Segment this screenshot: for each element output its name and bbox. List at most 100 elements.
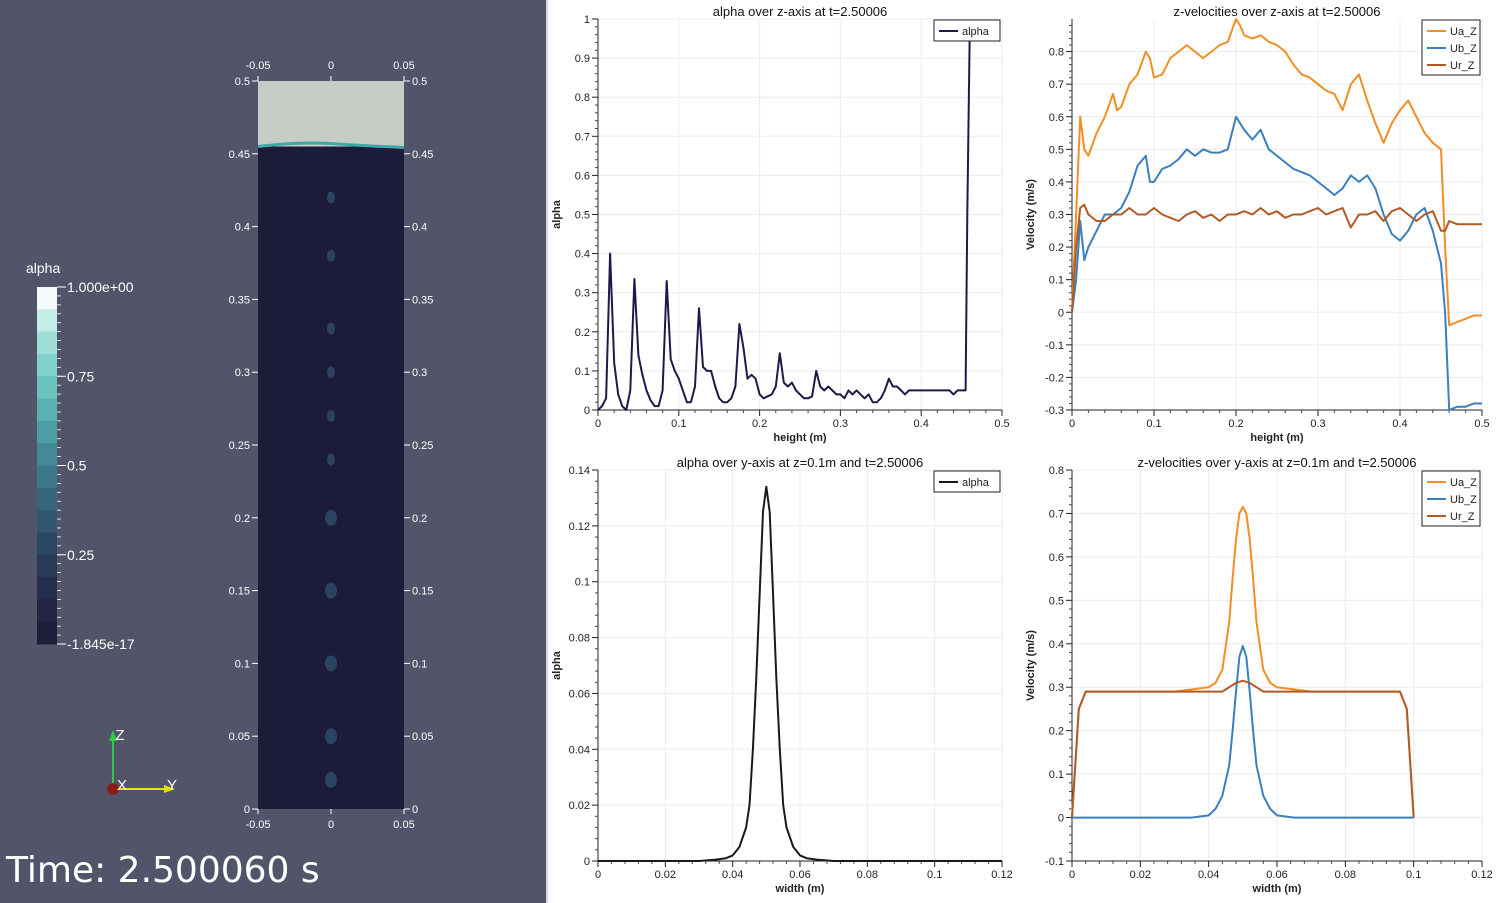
height-tick-label-right: 0.35: [412, 294, 433, 306]
legend-label: Ub_Z: [1450, 494, 1477, 506]
colorbar-segment: [37, 532, 57, 556]
y-axis-label: Velocity (m/s): [1025, 630, 1037, 701]
x-tick-label: 0.1: [1406, 869, 1421, 881]
x-tick-label: 0.1: [927, 869, 942, 881]
height-tick-label-right: 0.15: [412, 586, 433, 598]
colorbar-segment: [37, 465, 57, 489]
colorbar-segment: [37, 554, 57, 578]
triad-z-label: Z: [115, 727, 124, 744]
render-view[interactable]: -0.05 0 0.05 -0.05 0 0.05 0 0 0.05 0.05 0.1 0.1 0.15…: [0, 0, 546, 903]
colorbar-segment: [37, 599, 57, 623]
bubble-mark: [327, 322, 335, 335]
colorbar-segment: [37, 376, 57, 400]
triad-y-label: Y: [167, 777, 177, 794]
alpha-over-z-chart[interactable]: alpha over z-axis at t=2.50006 0 0.1 0.2 0.3…: [548, 0, 1022, 450]
colorbar-segment: [37, 487, 57, 511]
colorbar-segment: [37, 309, 57, 333]
bubble-mark: [325, 771, 337, 788]
top-tick-label: 0.05: [393, 60, 414, 72]
height-tick-label-left: 0.1: [235, 658, 250, 670]
gas-region: [258, 81, 404, 147]
legend-label: Ua_Z: [1450, 477, 1477, 489]
height-tick-label-right: 0.3: [412, 367, 427, 379]
x-tick-label: 0.04: [722, 869, 743, 881]
y-tick-label: 0.08: [569, 633, 590, 645]
legend-label: Ur_Z: [1450, 60, 1475, 72]
x-axis-label: height (m): [773, 432, 826, 444]
colorbar-label: 0.5: [67, 458, 87, 474]
x-tick-label: 0.08: [857, 869, 878, 881]
y-tick-label: 0.1: [575, 577, 590, 589]
liquid-region: [258, 81, 404, 809]
panel-divider: [546, 0, 548, 903]
x-tick-label: 0.3: [833, 418, 848, 430]
colorbar-segment: [37, 510, 57, 533]
y-tick-label: 0.8: [1049, 465, 1064, 477]
x-tick-label: 0.02: [1130, 869, 1151, 881]
velocities-over-y-chart[interactable]: z-velocities over y-axis at z=0.1m and t…: [1022, 451, 1502, 903]
x-tick-label: 0.08: [1335, 869, 1356, 881]
time-label: Time: 2.500060 s: [6, 850, 320, 891]
legend-box: [933, 470, 1001, 493]
bubble-mark: [325, 655, 337, 672]
height-tick-label-left: 0.3: [235, 367, 250, 379]
legend-label: Ub_Z: [1450, 43, 1477, 55]
y-tick-label: 0.5: [1049, 144, 1064, 156]
bubble-mark: [327, 453, 335, 466]
y-tick-label: 0: [1058, 813, 1064, 825]
colorbar-segment: [37, 443, 57, 466]
y-tick-label: 0.06: [569, 688, 590, 700]
y-tick-label: 0: [1058, 307, 1064, 319]
y-tick-label: 0.02: [569, 800, 590, 812]
colorbar-segment: [37, 353, 57, 377]
series-line-alpha: [598, 485, 1002, 862]
height-tick-label-right: 0.45: [412, 149, 433, 161]
chart-title: z-velocities over z-axis at t=2.50006: [1173, 4, 1380, 19]
x-tick-label: 0.5: [1474, 418, 1489, 430]
height-tick-label-left: 0.25: [229, 440, 250, 452]
x-axis-label: width (m): [775, 883, 825, 895]
bottom-tick-label: -0.05: [245, 819, 270, 831]
x-tick-label: 0.04: [1198, 869, 1219, 881]
height-tick-label-left: 0.45: [229, 149, 250, 161]
alpha-over-y-chart[interactable]: alpha over y-axis at z=0.1m and t=2.5000…: [548, 451, 1022, 903]
height-tick-label-left: 0.15: [229, 586, 250, 598]
y-tick-label: 0.2: [575, 327, 590, 339]
legend-label: alpha: [962, 477, 990, 489]
height-tick-label-left: 0.05: [229, 731, 250, 743]
x-tick-label: 0.4: [914, 418, 929, 430]
x-tick-label: 0.02: [655, 869, 676, 881]
y-tick-label: 1: [584, 14, 590, 26]
x-tick-label: 0.06: [789, 869, 810, 881]
x-tick-label: 0.12: [1471, 869, 1492, 881]
bubble-mark: [327, 409, 335, 422]
y-tick-label: 0: [584, 405, 590, 417]
chart-title: alpha over y-axis at z=0.1m and t=2.5000…: [677, 455, 923, 470]
legend-label: alpha: [962, 26, 990, 38]
x-tick-label: 0.06: [1266, 869, 1287, 881]
y-tick-label: 0.5: [1049, 595, 1064, 607]
height-tick-label-right: 0.05: [412, 731, 433, 743]
velocities-over-z-chart[interactable]: z-velocities over z-axis at t=2.50006 0 0.…: [1022, 0, 1502, 450]
y-axis-label: alpha: [551, 650, 563, 680]
y-tick-label: 0.4: [1049, 177, 1064, 189]
y-tick-label: 0.3: [1049, 682, 1064, 694]
bubble-mark: [327, 366, 335, 379]
colorbar-title: alpha: [26, 260, 60, 276]
triad-x-label: X: [117, 777, 127, 794]
x-tick-label: 0: [595, 869, 601, 881]
height-tick-label-left: 0.5: [235, 76, 250, 88]
x-tick-label: 0.1: [671, 418, 686, 430]
height-tick-label-right: 0: [412, 804, 418, 816]
y-tick-label: -0.1: [1045, 340, 1064, 352]
y-tick-label: 0.8: [1049, 47, 1064, 59]
height-tick-label-right: 0.5: [412, 76, 427, 88]
x-tick-label: 0: [1069, 869, 1075, 881]
x-tick-label: 0: [595, 418, 601, 430]
height-tick-label-right: 0.25: [412, 440, 433, 452]
bottom-tick-label: 0.05: [393, 819, 414, 831]
triad-y-arrow: [164, 785, 175, 793]
y-tick-label: 0.1: [1049, 275, 1064, 287]
height-tick-label-right: 0.1: [412, 658, 427, 670]
x-tick-label: 0: [1069, 418, 1075, 430]
